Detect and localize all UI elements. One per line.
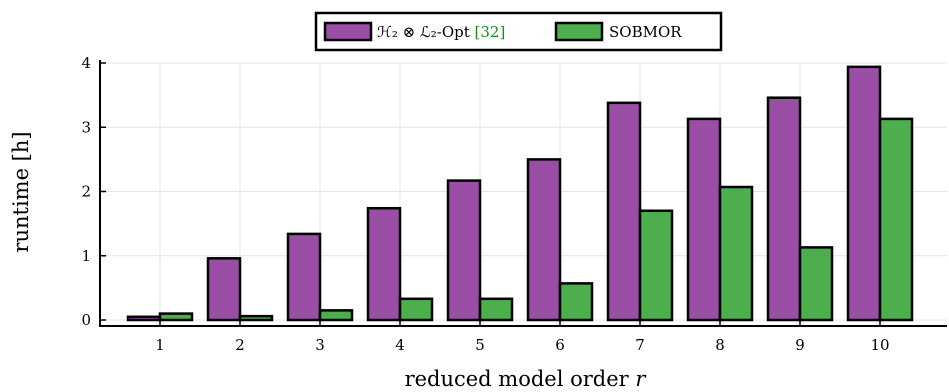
legend-entry-h2l2opt: ℋ₂ ⊗ ℒ₂-Opt [32] (377, 23, 505, 41)
y-tick-label-3: 3 (81, 118, 91, 136)
legend-box (314, 11, 723, 52)
y-axis-label: runtime [h] (9, 131, 33, 252)
x-tick-label-6: 6 (555, 336, 565, 354)
bar-h2l2opt-r6 (526, 158, 562, 322)
bar-sobmor-r4 (398, 297, 434, 322)
bar-h2l2opt-r9 (766, 96, 802, 322)
bar-sobmor-r7 (638, 209, 674, 322)
x-tick-label-2: 2 (235, 336, 245, 354)
bar-sobmor-r1 (158, 312, 194, 322)
y-tick-label-4: 4 (81, 54, 91, 72)
legend-entry-sobmor: SOBMOR (609, 23, 682, 41)
y-tick-label-0: 0 (81, 311, 91, 329)
x-tick-label-8: 8 (715, 336, 725, 354)
bar-h2l2opt-r10 (846, 65, 882, 322)
bar-sobmor-r5 (478, 297, 514, 322)
y-tick-label-2: 2 (81, 183, 91, 201)
bar-h2l2opt-r1 (126, 315, 162, 322)
x-tick-label-9: 9 (795, 336, 805, 354)
bar-h2l2opt-r2 (206, 257, 242, 322)
legend-swatch-sobmor (554, 21, 604, 42)
x-tick-label-3: 3 (315, 336, 325, 354)
bar-sobmor-r3 (318, 309, 354, 322)
y-tick-labels: 0 1 2 3 4 (81, 54, 91, 329)
x-axis-label: reduced model order r (405, 367, 648, 391)
bar-sobmor-r10 (878, 117, 914, 322)
bar-h2l2opt-r5 (446, 179, 482, 322)
bar-h2l2opt-r4 (366, 206, 402, 322)
x-tick-labels: 1 2 3 4 5 6 7 8 9 10 (155, 336, 889, 354)
bar-h2l2opt-r8 (686, 117, 722, 322)
bar-sobmor-r8 (718, 185, 754, 322)
x-tick-label-1: 1 (155, 336, 165, 354)
legend-swatch-h2l2opt (323, 21, 373, 42)
x-tick-label-4: 4 (395, 336, 405, 354)
bar-sobmor-r2 (238, 314, 274, 322)
legend: ℋ₂ ⊗ ℒ₂-Opt [32] SOBMOR (314, 11, 723, 52)
x-tick-label-10: 10 (870, 336, 889, 354)
bar-h2l2opt-r7 (606, 101, 642, 322)
y-tick-label-1: 1 (81, 247, 91, 265)
x-tick-label-7: 7 (635, 336, 645, 354)
bar-sobmor-r9 (798, 246, 834, 322)
axes-group (99, 60, 947, 327)
x-tick-label-5: 5 (475, 336, 485, 354)
bars-group (126, 65, 914, 322)
bar-sobmor-r6 (558, 282, 594, 322)
bar-h2l2opt-r3 (286, 232, 322, 322)
